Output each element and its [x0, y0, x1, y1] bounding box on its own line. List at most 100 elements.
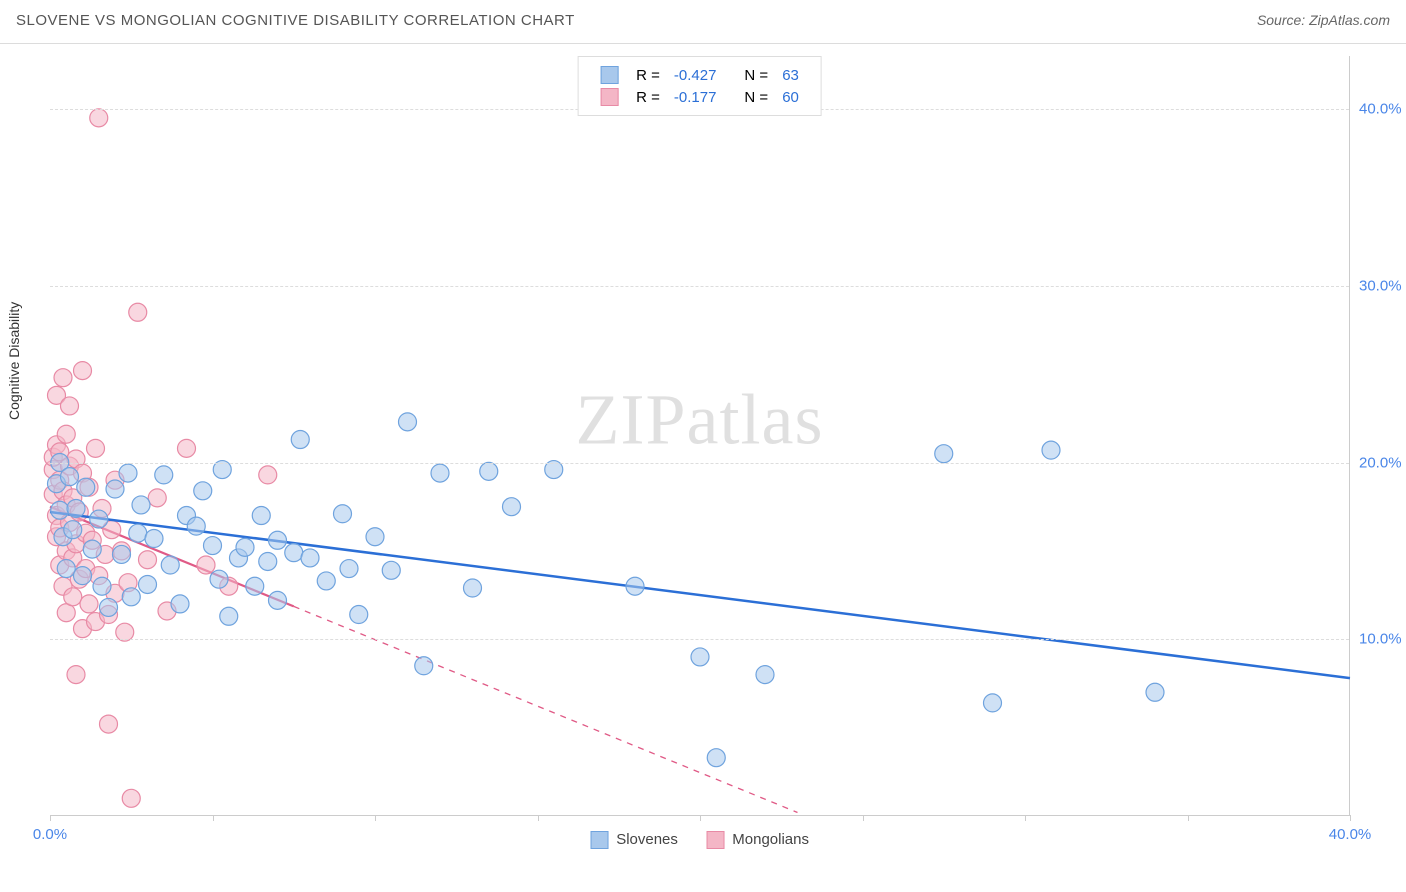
data-point — [431, 464, 449, 482]
data-point — [480, 462, 498, 480]
data-point — [100, 598, 118, 616]
legend-swatch-cell — [594, 65, 628, 85]
data-point — [350, 606, 368, 624]
data-point — [984, 694, 1002, 712]
data-point — [340, 560, 358, 578]
data-point — [464, 579, 482, 597]
data-point — [129, 303, 147, 321]
data-point — [139, 551, 157, 569]
series-legend: Slovenes Mongolians — [578, 831, 821, 849]
x-tick-label: 40.0% — [1329, 826, 1372, 843]
data-point — [93, 577, 111, 595]
data-point — [197, 556, 215, 574]
x-tick — [50, 815, 51, 821]
trend-line-dashed — [294, 606, 798, 812]
data-point — [171, 595, 189, 613]
grid-line — [50, 639, 1349, 640]
data-point — [145, 530, 163, 548]
plot-area: ZIPatlas R = -0.427 N = 63 R = -0.177 N … — [50, 56, 1350, 816]
data-point — [935, 445, 953, 463]
data-point — [161, 556, 179, 574]
x-tick — [700, 815, 701, 821]
data-point — [1042, 441, 1060, 459]
data-point — [113, 545, 131, 563]
data-point — [122, 789, 140, 807]
y-tick-label: 40.0% — [1359, 101, 1406, 118]
data-point — [269, 531, 287, 549]
data-point — [100, 715, 118, 733]
data-point — [259, 466, 277, 484]
data-point — [119, 464, 137, 482]
data-point — [366, 528, 384, 546]
data-point — [57, 604, 75, 622]
data-point — [691, 648, 709, 666]
data-point — [74, 362, 92, 380]
data-point — [317, 572, 335, 590]
stats-table: R = -0.427 N = 63 R = -0.177 N = 60 — [592, 63, 807, 109]
data-point — [178, 439, 196, 457]
y-tick-label: 30.0% — [1359, 277, 1406, 294]
data-point — [74, 567, 92, 585]
r-label: R = — [630, 87, 666, 107]
legend-item: Slovenes — [590, 831, 678, 849]
data-point — [77, 478, 95, 496]
n-value: 63 — [776, 65, 805, 85]
spacer — [724, 65, 736, 85]
data-point — [246, 577, 264, 595]
x-tick-label: 0.0% — [33, 826, 67, 843]
data-point — [83, 540, 101, 558]
data-point — [54, 369, 72, 387]
data-point — [707, 749, 725, 767]
data-point — [382, 561, 400, 579]
x-tick — [1025, 815, 1026, 821]
r-label: R = — [630, 65, 666, 85]
chart-title: SLOVENE VS MONGOLIAN COGNITIVE DISABILIT… — [16, 12, 575, 29]
data-point — [90, 109, 108, 127]
swatch-icon — [590, 831, 608, 849]
y-tick-label: 20.0% — [1359, 454, 1406, 471]
y-axis-label: Cognitive Disability — [6, 302, 22, 420]
x-tick — [213, 815, 214, 821]
legend-item: Mongolians — [706, 831, 809, 849]
stats-legend: R = -0.427 N = 63 R = -0.177 N = 60 — [577, 56, 822, 116]
data-point — [155, 466, 173, 484]
data-point — [301, 549, 319, 567]
data-point — [1146, 683, 1164, 701]
data-point — [57, 560, 75, 578]
data-point — [80, 595, 98, 613]
data-point — [334, 505, 352, 523]
stats-row: R = -0.177 N = 60 — [594, 87, 805, 107]
data-point — [626, 577, 644, 595]
data-point — [291, 431, 309, 449]
grid-line — [50, 463, 1349, 464]
data-point — [64, 521, 82, 539]
data-point — [220, 607, 238, 625]
data-point — [259, 552, 277, 570]
data-point — [129, 524, 147, 542]
data-point — [236, 538, 254, 556]
data-point — [67, 666, 85, 684]
spacer — [724, 87, 736, 107]
data-point — [90, 510, 108, 528]
data-point — [415, 657, 433, 675]
data-point — [61, 468, 79, 486]
chart-header: SLOVENE VS MONGOLIAN COGNITIVE DISABILIT… — [0, 0, 1406, 44]
data-point — [756, 666, 774, 684]
x-tick — [538, 815, 539, 821]
r-value: -0.177 — [668, 87, 723, 107]
chart-source: Source: ZipAtlas.com — [1257, 12, 1390, 28]
data-point — [503, 498, 521, 516]
x-tick — [375, 815, 376, 821]
swatch-icon — [706, 831, 724, 849]
swatch-icon — [600, 88, 618, 106]
data-point — [87, 439, 105, 457]
x-tick — [1188, 815, 1189, 821]
y-tick-label: 10.0% — [1359, 631, 1406, 648]
data-point — [210, 570, 228, 588]
swatch-icon — [600, 66, 618, 84]
legend-label: Mongolians — [732, 831, 809, 848]
data-point — [399, 413, 417, 431]
legend-swatch-cell — [594, 87, 628, 107]
data-point — [187, 517, 205, 535]
data-point — [252, 507, 270, 525]
